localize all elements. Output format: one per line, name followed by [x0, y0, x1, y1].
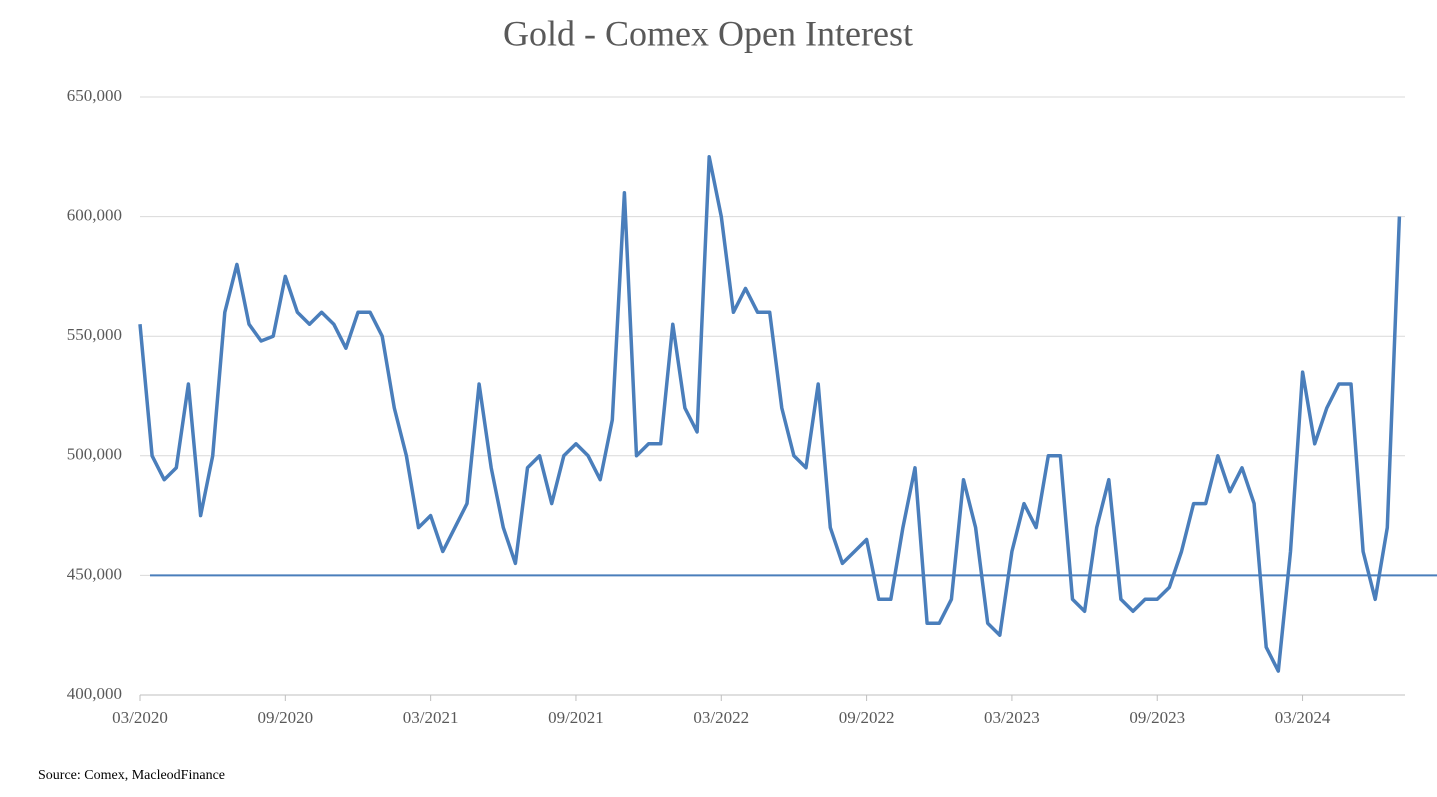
y-tick-label: 550,000 [67, 325, 122, 344]
chart-title: Gold - Comex Open Interest [503, 13, 913, 53]
y-tick-label: 400,000 [67, 684, 122, 703]
x-tick-label: 03/2020 [112, 708, 168, 727]
y-tick-label: 450,000 [67, 564, 122, 583]
x-tick-label: 09/2021 [548, 708, 604, 727]
x-tick-label: 09/2023 [1129, 708, 1185, 727]
y-tick-label: 500,000 [67, 445, 122, 464]
data-line [138, 155, 1402, 673]
x-tick-label: 09/2022 [839, 708, 895, 727]
x-tick-label: 03/2023 [984, 708, 1040, 727]
x-tick-label: 03/2021 [403, 708, 459, 727]
x-tick-label: 03/2024 [1275, 708, 1331, 727]
y-tick-label: 650,000 [67, 86, 122, 105]
y-tick-label: 600,000 [67, 206, 122, 225]
x-tick-label: 03/2022 [693, 708, 749, 727]
x-tick-label: 09/2020 [257, 708, 313, 727]
source-note: Source: Comex, MacleodFinance [38, 768, 225, 783]
